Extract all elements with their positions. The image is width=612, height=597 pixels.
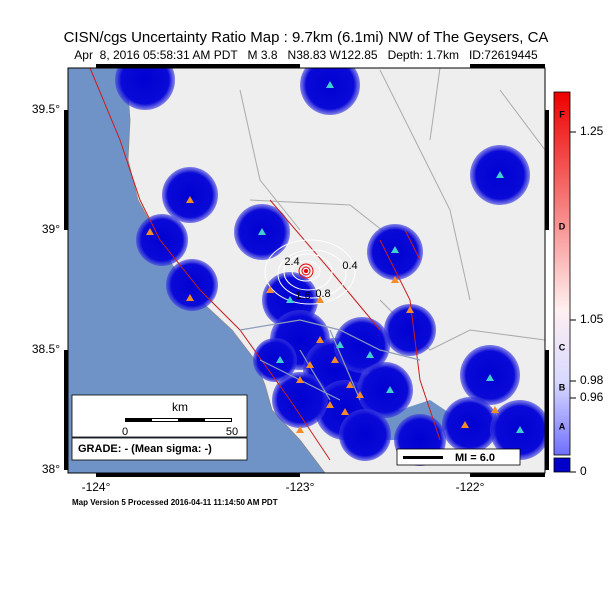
station bbox=[406, 306, 414, 313]
colorbar bbox=[553, 91, 571, 456]
scale-label: 0 bbox=[122, 426, 128, 438]
coverage-blob bbox=[490, 400, 545, 460]
coverage-blob bbox=[115, 68, 175, 110]
contour-label: 0.8 bbox=[315, 288, 330, 300]
coverage-blob bbox=[272, 372, 328, 428]
coverage-blob bbox=[253, 338, 297, 382]
frame-ticks bbox=[64, 64, 549, 477]
station bbox=[336, 341, 344, 348]
land bbox=[125, 68, 545, 473]
coverage-blob bbox=[166, 259, 218, 311]
scale-bar bbox=[125, 418, 232, 422]
grade-letter: D bbox=[559, 221, 566, 231]
colorbar-label: 0.98 bbox=[580, 373, 604, 387]
grade-box bbox=[71, 437, 248, 461]
lat-label: 38° bbox=[42, 462, 60, 476]
station bbox=[186, 294, 194, 301]
station bbox=[146, 228, 154, 235]
station bbox=[356, 391, 364, 398]
station bbox=[331, 356, 339, 363]
station bbox=[276, 356, 284, 363]
colorbar-zero bbox=[553, 457, 571, 473]
station bbox=[346, 381, 354, 388]
contour-label: 1.6 bbox=[295, 290, 310, 302]
frame bbox=[67, 67, 546, 474]
station bbox=[186, 196, 194, 203]
subtitle: Apr 8, 2016 05:58:31 AM PDT M 3.8 N38.83… bbox=[74, 48, 538, 62]
colorbar-label: 1.05 bbox=[580, 312, 604, 326]
station bbox=[296, 376, 304, 383]
coverage-blob bbox=[300, 68, 360, 115]
station bbox=[326, 401, 334, 408]
coverage-blob bbox=[384, 304, 436, 356]
boundaries bbox=[239, 68, 545, 351]
roads bbox=[239, 319, 421, 401]
mi-line bbox=[403, 456, 443, 459]
station bbox=[366, 351, 374, 358]
station bbox=[316, 336, 324, 343]
grade-letter: B bbox=[559, 382, 566, 392]
epicenter bbox=[298, 263, 314, 279]
station bbox=[341, 408, 349, 415]
coverage-blob bbox=[136, 214, 188, 266]
lat-label: 39° bbox=[42, 222, 60, 236]
coverage-blob bbox=[162, 167, 218, 223]
station bbox=[461, 421, 469, 428]
station bbox=[496, 171, 504, 178]
contours bbox=[264, 239, 356, 305]
station bbox=[286, 296, 294, 303]
scale-unit: km bbox=[172, 400, 188, 414]
map bbox=[68, 68, 545, 473]
coverage-blob bbox=[339, 409, 391, 461]
contour-label: 2.4 bbox=[284, 256, 299, 268]
lon-label: -123° bbox=[286, 480, 315, 494]
station bbox=[296, 426, 304, 433]
station bbox=[316, 296, 324, 303]
station bbox=[386, 386, 394, 393]
lat-label: 38.5° bbox=[32, 342, 60, 356]
title: CISN/cgs Uncertainty Ratio Map : 9.7km (… bbox=[64, 29, 549, 46]
scale-label: 50 bbox=[226, 426, 238, 438]
mi-box bbox=[396, 448, 521, 466]
coverage-blob bbox=[442, 397, 498, 453]
lon-label: -124° bbox=[82, 480, 111, 494]
station bbox=[258, 228, 266, 235]
colorbar-label: 0.96 bbox=[580, 390, 604, 404]
colorbar-label: 0 bbox=[580, 464, 587, 478]
coverage-blob bbox=[357, 362, 413, 418]
station bbox=[391, 276, 399, 283]
station bbox=[391, 246, 399, 253]
grade-letter: F bbox=[559, 109, 565, 119]
scale-bar-seg bbox=[205, 419, 231, 421]
lat-label: 39.5° bbox=[32, 102, 60, 116]
grade-text: GRADE: - (Mean sigma: -) bbox=[78, 443, 212, 455]
station bbox=[306, 361, 314, 368]
station bbox=[491, 406, 499, 413]
faults bbox=[89, 68, 441, 461]
station bbox=[266, 286, 274, 293]
colorbar-label: 1.25 bbox=[580, 124, 604, 138]
grade-letter: A bbox=[559, 421, 566, 431]
contour-label: 0.4 bbox=[342, 260, 357, 272]
grade-letter: C bbox=[559, 342, 566, 352]
footer: Map Version 5 Processed 2016-04-11 11:14… bbox=[72, 498, 278, 507]
scale-bar-seg bbox=[152, 419, 178, 421]
lon-label: -122° bbox=[456, 480, 485, 494]
coverage-blob bbox=[334, 317, 390, 373]
mi-text: MI = 6.0 bbox=[455, 452, 495, 464]
station bbox=[486, 374, 494, 381]
station bbox=[326, 81, 334, 88]
station bbox=[516, 426, 524, 433]
legend-box bbox=[71, 394, 248, 438]
